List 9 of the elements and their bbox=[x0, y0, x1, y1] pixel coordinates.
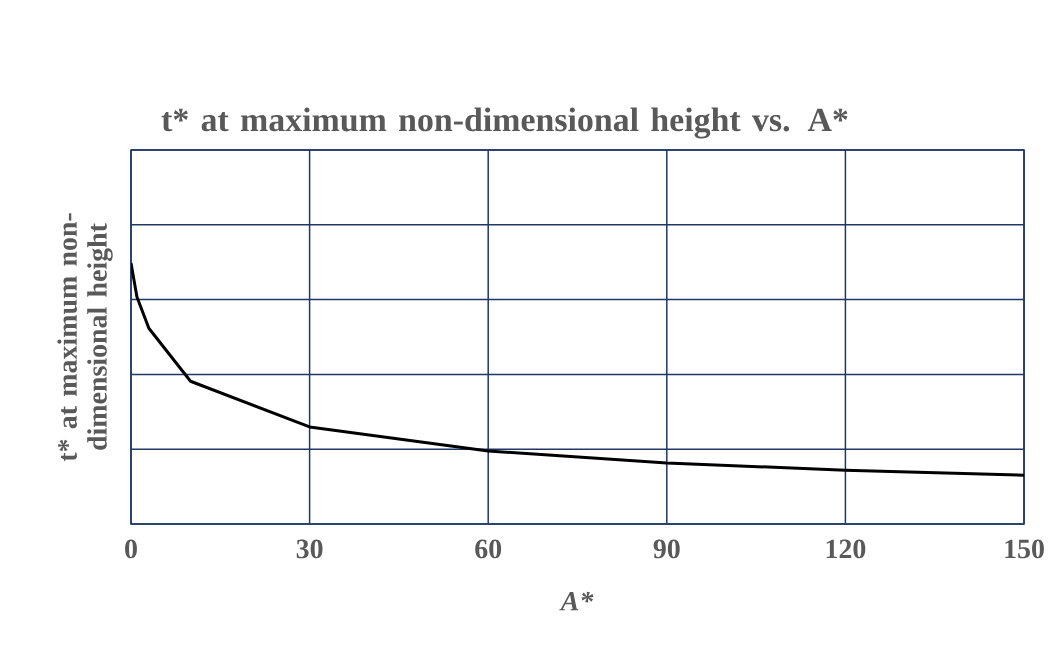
y-axis-title: t* at maximum non-dimensional height bbox=[57, 213, 113, 462]
x-tick-label: 0 bbox=[125, 539, 137, 559]
x-tick-label: 150 bbox=[1005, 539, 1044, 559]
x-tick-label: 60 bbox=[475, 539, 502, 559]
x-tick-label: 30 bbox=[296, 539, 323, 559]
x-tick-label: 120 bbox=[826, 539, 866, 559]
chart-title: t* at maximum non-dimensional height vs. A* bbox=[161, 107, 848, 139]
x-axis-title: A* bbox=[559, 591, 594, 611]
x-tick-label: 90 bbox=[653, 539, 680, 559]
